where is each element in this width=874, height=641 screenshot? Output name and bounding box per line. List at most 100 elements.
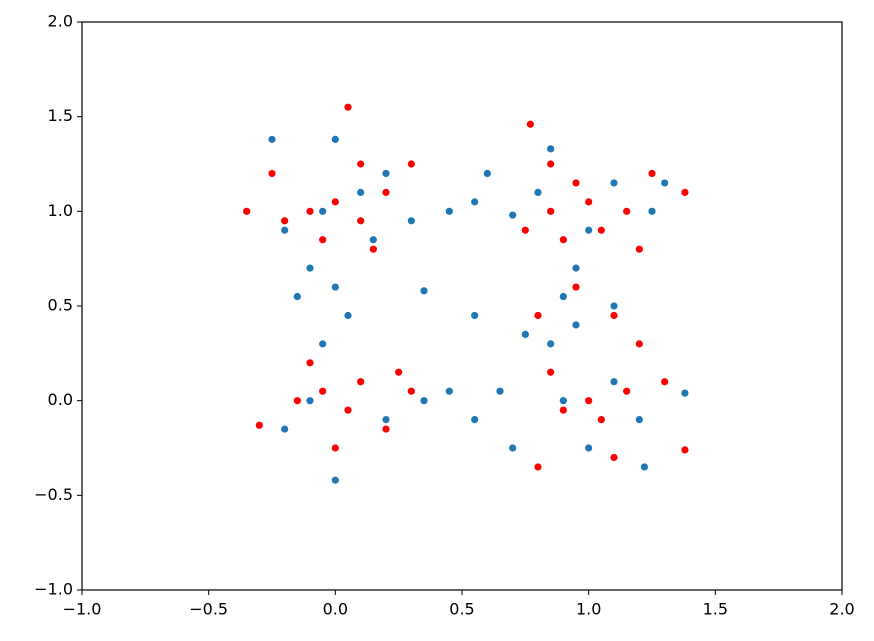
scatter-point [344, 406, 352, 414]
scatter-point [559, 236, 567, 244]
scatter-point [331, 135, 339, 143]
scatter-point [648, 169, 656, 178]
scatter-point [547, 160, 555, 168]
scatter-point [281, 226, 289, 234]
scatter-point [623, 207, 631, 215]
scatter-point [331, 198, 339, 206]
scatter-point [331, 476, 339, 484]
scatter-point [268, 169, 276, 178]
scatter-point [255, 421, 263, 429]
y-tick-label: −1.0 [34, 580, 73, 599]
scatter-point [661, 179, 669, 187]
x-tick-label: −0.5 [189, 600, 228, 619]
scatter-point [635, 340, 643, 348]
scatter-point [547, 368, 555, 376]
scatter-point [331, 444, 339, 452]
scatter-point [293, 397, 301, 405]
scatter-point [547, 207, 555, 215]
scatter-point [407, 387, 415, 395]
scatter-point [357, 378, 365, 386]
scatter-point [597, 416, 605, 424]
scatter-point [331, 283, 339, 291]
y-tick-label: 0.0 [48, 390, 73, 409]
scatter-point [640, 463, 649, 471]
scatter-point [635, 416, 643, 424]
scatter-point [534, 188, 542, 196]
scatter-point [306, 264, 314, 272]
y-tick-label: 1.5 [48, 106, 73, 125]
scatter-point [572, 321, 580, 329]
scatter-point [559, 397, 567, 405]
scatter-point [483, 169, 491, 178]
scatter-point [509, 444, 517, 452]
scatter-point [306, 359, 314, 367]
x-tick-label: 0.0 [323, 600, 348, 619]
scatter-point [268, 135, 276, 143]
x-tick-label: 2.0 [829, 600, 854, 619]
scatter-point [407, 217, 415, 225]
scatter-point [319, 236, 327, 244]
scatter-point [572, 283, 580, 291]
scatter-point [344, 103, 352, 111]
scatter-point [471, 416, 479, 424]
y-tick-label: 0.5 [48, 296, 73, 315]
scatter-point [395, 368, 403, 376]
scatter-point [521, 330, 529, 338]
scatter-point [382, 425, 390, 433]
scatter-point [306, 207, 314, 215]
y-tick-label: 1.0 [48, 201, 73, 220]
scatter-point [319, 340, 327, 348]
scatter-point [681, 188, 689, 196]
scatter-point [382, 188, 390, 196]
scatter-point [471, 311, 479, 320]
scatter-point [585, 397, 593, 405]
scatter-point [243, 207, 251, 215]
scatter-point [369, 245, 377, 253]
scatter-point [445, 207, 453, 215]
scatter-point [344, 311, 352, 320]
scatter-point [623, 387, 631, 395]
scatter-point [534, 463, 542, 471]
scatter-point [534, 311, 542, 320]
scatter-point [306, 397, 314, 405]
plot-frame [81, 21, 843, 591]
scatter-point [559, 292, 567, 301]
scatter-point [319, 387, 327, 395]
scatter-point [509, 211, 517, 219]
scatter-point [610, 453, 618, 462]
scatter-point [526, 120, 535, 128]
scatter-point [319, 207, 327, 215]
scatter-point [357, 217, 365, 225]
scatter-point [357, 188, 365, 196]
scatter-point [281, 217, 289, 225]
x-tick-label: 1.0 [576, 600, 601, 619]
scatter-point [661, 378, 669, 386]
scatter-point [496, 387, 504, 395]
scatter-point [585, 444, 593, 452]
y-tick-label: 2.0 [48, 12, 73, 31]
y-tick-label: −0.5 [34, 485, 73, 504]
scatter-point [547, 145, 555, 153]
scatter-point [681, 389, 689, 397]
scatter-point [471, 198, 479, 206]
scatter-point [382, 169, 390, 178]
scatter-point [610, 378, 618, 386]
scatter-point [293, 292, 301, 301]
scatter-point [369, 236, 377, 244]
scatter-point [585, 198, 593, 206]
scatter-point [420, 287, 428, 295]
x-tick-label: −1.0 [63, 600, 102, 619]
scatter-point [572, 264, 580, 272]
scatter-point [610, 311, 618, 320]
scatter-point [357, 160, 365, 168]
scatter-point [559, 406, 567, 414]
scatter-point [681, 446, 689, 454]
scatter-point [572, 179, 580, 187]
scatter-point [597, 226, 605, 234]
scatter-point [648, 207, 656, 215]
x-tick-label: 0.5 [449, 600, 474, 619]
scatter-point [281, 425, 289, 433]
scatter-point [635, 245, 643, 253]
scatter-point [420, 397, 428, 405]
